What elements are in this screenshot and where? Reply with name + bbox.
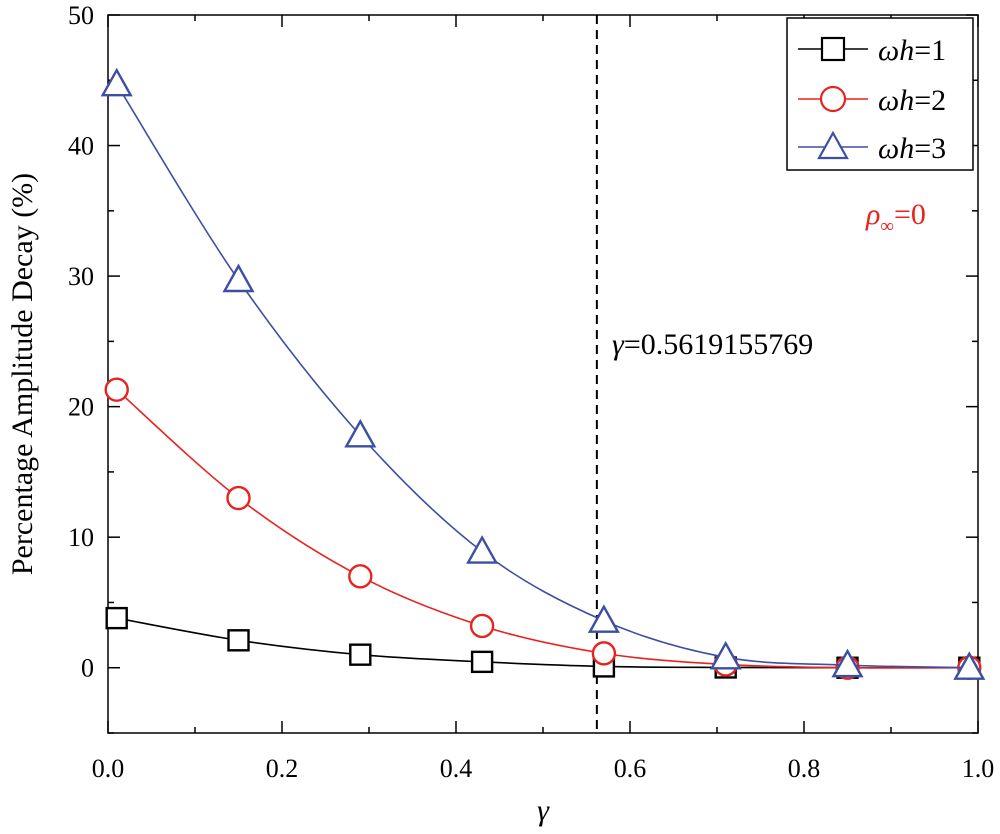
x-tick-label: 1.0 [962, 754, 995, 783]
y-ticks: 0 10 20 30 40 50 [68, 1, 978, 734]
legend-item-3: ωh=3 [798, 130, 946, 165]
annotation-rho-subscript: ∞ [880, 216, 894, 237]
series-3 [100, 67, 986, 680]
x-tick-label: 0.8 [788, 754, 821, 783]
legend: ωh=1 ωh=2 ωh=3 [786, 17, 974, 171]
legend-marker-triangle [817, 130, 849, 160]
data-point-triangle [831, 648, 864, 678]
legend-marker-circle [819, 85, 847, 113]
legend-label-1: ωh=1 [878, 34, 946, 67]
data-point-triangle [466, 535, 499, 564]
data-point-circle [226, 485, 251, 511]
annotation-gamma-value: =0.5619155769 [624, 328, 813, 361]
x-tick-label: 0.2 [266, 754, 299, 783]
data-point-circle [348, 564, 373, 589]
series-line [116, 83, 970, 669]
legend-label-2: ωh=2 [878, 84, 946, 117]
data-point-triangle [222, 263, 255, 293]
data-point-circle [469, 613, 495, 639]
legend-box [786, 17, 974, 171]
series-line [116, 389, 970, 669]
annotation-rho-value: =0 [894, 198, 926, 231]
x-tick-label: 0.6 [614, 754, 647, 783]
data-point-circle [591, 641, 617, 666]
annotation-gamma: γ=0.5619155769 [612, 328, 813, 361]
x-tick-label: 0.0 [92, 754, 125, 783]
data-point-square [227, 629, 250, 652]
y-tick-label: 20 [68, 393, 94, 422]
data-point-triangle [709, 640, 742, 670]
annotation-rho-symbol: ρ [865, 198, 880, 231]
y-tick-label: 30 [68, 262, 94, 291]
series-layer [100, 67, 986, 680]
legend-item-2: ωh=2 [798, 84, 946, 117]
y-axis-title: Percentage Amplitude Decay (%) [6, 173, 39, 575]
annotation-rho: ρ∞=0 [865, 198, 926, 237]
data-point-triangle [344, 418, 377, 448]
y-tick-label: 40 [68, 132, 94, 161]
data-point-square [349, 643, 372, 666]
data-point-square [105, 606, 128, 630]
y-tick-label: 0 [81, 654, 94, 683]
x-ticks: 0.0 0.2 0.4 0.6 0.8 1.0 [92, 15, 995, 783]
legend-item-1: ωh=1 [798, 34, 946, 67]
legend-label-3: ωh=3 [878, 132, 946, 165]
y-tick-label: 10 [68, 523, 94, 552]
x-axis-title: γ [537, 794, 550, 827]
legend-marker-square [820, 36, 846, 62]
annotation-gamma-symbol: γ [612, 328, 625, 361]
x-tick-label: 0.4 [440, 754, 473, 783]
data-point-circle [104, 377, 129, 402]
data-point-triangle [587, 604, 620, 633]
data-point-triangle [953, 651, 986, 680]
data-point-square [470, 650, 494, 674]
data-point-triangle [100, 67, 133, 97]
y-tick-label: 50 [68, 1, 94, 30]
